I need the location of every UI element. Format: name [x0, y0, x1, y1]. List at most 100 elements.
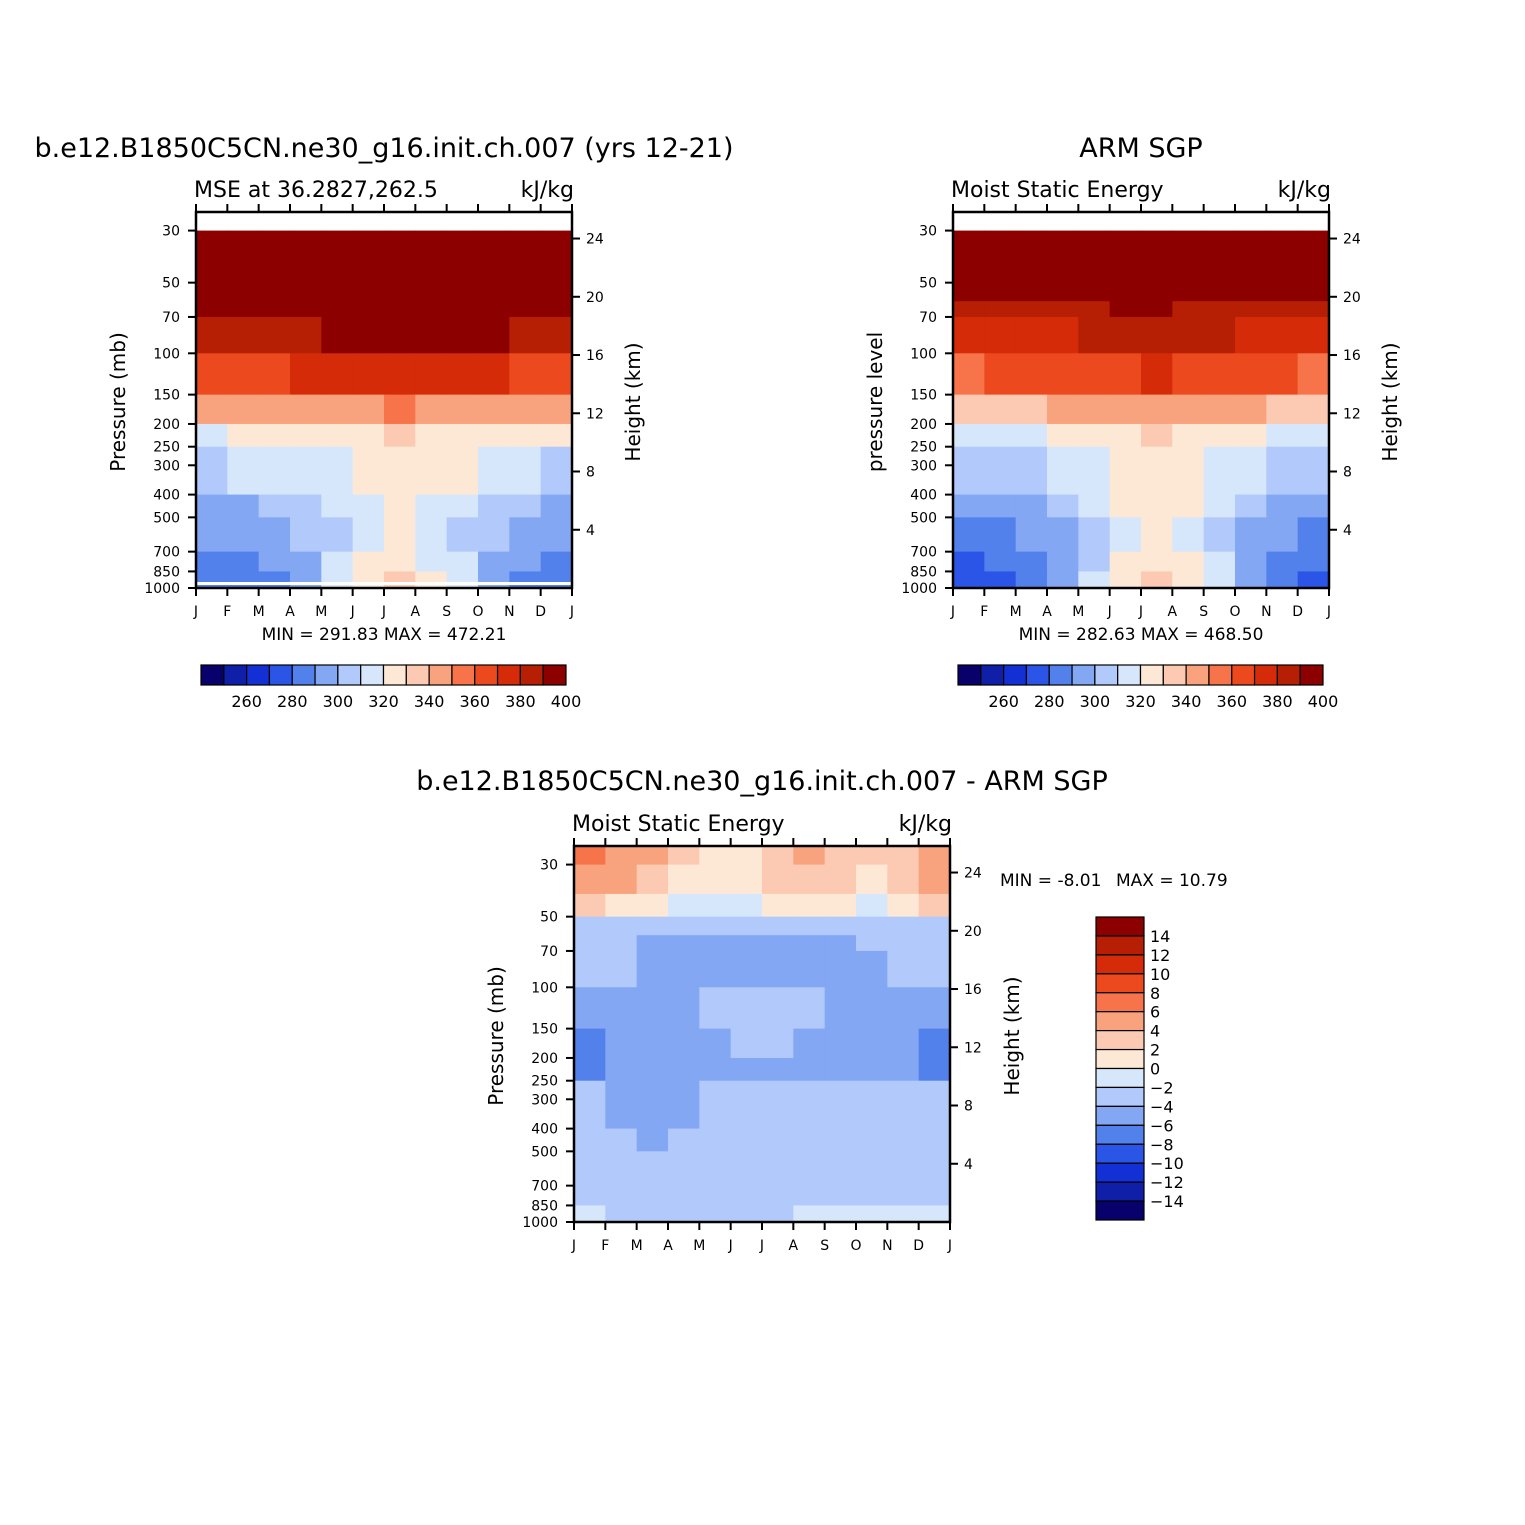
- y-tick-label: 100: [153, 346, 180, 362]
- y-tick-label: 250: [910, 440, 937, 456]
- contour-cell: [887, 935, 920, 952]
- contour-cell: [415, 394, 448, 425]
- contour-cell: [1266, 316, 1299, 354]
- colorbar-label: 6: [1150, 1003, 1160, 1022]
- contour-cell: [668, 846, 700, 866]
- y-axis-label: Pressure (mb): [484, 966, 508, 1106]
- colorbar-box: [246, 664, 271, 686]
- contour-cell: [668, 1057, 700, 1082]
- contour-cell: [793, 1080, 826, 1130]
- colorbar-box: [1185, 664, 1210, 686]
- contour-cell: [824, 950, 857, 988]
- contour-cell: [352, 301, 385, 318]
- x-tick-label: J: [571, 1238, 576, 1254]
- contour-cell: [918, 893, 951, 918]
- contour-cell: [1266, 353, 1299, 396]
- contour-cell: [446, 353, 479, 396]
- contour-cell: [762, 987, 794, 1030]
- contour-cell: [446, 394, 479, 425]
- contour-cell: [290, 571, 322, 589]
- contour-cell: [509, 571, 542, 589]
- y-tick-label: 500: [153, 510, 180, 526]
- contour-cell: [824, 1128, 857, 1152]
- colorbar-box: [291, 664, 316, 686]
- contour-cell: [258, 494, 291, 518]
- y-tick-label: 850: [910, 564, 937, 580]
- contour-cell: [1141, 282, 1173, 302]
- contour-cell: [290, 230, 322, 284]
- contour-cell: [730, 1205, 763, 1223]
- contour-cell: [574, 987, 606, 1030]
- contour-cell: [918, 950, 951, 988]
- y-tick-label: 850: [153, 564, 180, 580]
- contour-cell: [1297, 551, 1330, 573]
- contour-cell: [258, 446, 291, 496]
- y-tick-label-right: 12: [1343, 406, 1361, 422]
- contour-cell: [352, 282, 385, 302]
- units-label: kJ/kg: [521, 178, 574, 203]
- contour-cell: [1015, 494, 1048, 518]
- contour-cell: [321, 517, 354, 553]
- colorbar-box: [360, 664, 385, 686]
- y-tick-label: 50: [540, 910, 558, 926]
- contour-cell: [887, 1128, 920, 1152]
- contour-cell: [856, 1151, 888, 1187]
- contour-cell: [1266, 230, 1299, 284]
- contour-cell: [1203, 551, 1236, 573]
- contour-cell: [984, 551, 1017, 573]
- x-tick-label: J: [1138, 604, 1143, 620]
- contour-cell: [258, 230, 291, 284]
- colorbar-box: [980, 664, 1005, 686]
- contour-cell: [258, 353, 291, 396]
- x-tick-label: O: [1229, 604, 1240, 620]
- contour-cell: [352, 517, 385, 553]
- y-axis-label-right: Height (km): [621, 342, 645, 461]
- contour-cell: [258, 551, 291, 573]
- contour-cell: [540, 353, 573, 396]
- contour-cell: [509, 394, 542, 425]
- contour-cell: [384, 423, 416, 448]
- contour-cell: [1109, 494, 1142, 518]
- contour-cell: [1297, 316, 1330, 354]
- contour-cell: [1141, 230, 1173, 284]
- contour-cell: [699, 1028, 732, 1059]
- contour-cell: [1235, 394, 1267, 425]
- contour-cell: [478, 282, 510, 302]
- contour-cell: [1047, 230, 1079, 284]
- contour-cell: [1172, 571, 1205, 589]
- x-tick-label: F: [601, 1238, 609, 1254]
- contour-cell: [730, 916, 763, 936]
- contour-cell: [730, 864, 763, 895]
- contour-cell: [509, 282, 542, 302]
- colorbar: 260 280 300 320 340 360 380 400: [200, 664, 581, 711]
- x-tick-label: F: [223, 604, 231, 620]
- contour-cell: [478, 446, 510, 496]
- contour-cell: [824, 1028, 857, 1059]
- contour-cell: [699, 1128, 732, 1152]
- colorbar-label: 300: [1080, 692, 1111, 711]
- contour-cell: [384, 301, 416, 318]
- x-tick-label: S: [442, 604, 451, 620]
- contour-cell: [1235, 571, 1267, 589]
- contour-cell: [762, 1128, 794, 1152]
- contour-cell: [1141, 316, 1173, 354]
- contour-cell: [509, 353, 542, 396]
- contour-cell: [636, 1151, 669, 1187]
- y-tick-label-right: 12: [586, 406, 604, 422]
- contour-cell: [1235, 301, 1267, 318]
- contour-cell: [1047, 446, 1079, 496]
- contour-cell: [509, 230, 542, 284]
- contour-cell: [509, 517, 542, 553]
- y-tick-label-right: 12: [964, 1040, 982, 1056]
- colorbar-box: [1095, 1124, 1145, 1145]
- contour-cell: [1297, 394, 1330, 425]
- contour-cell: [415, 446, 448, 496]
- y-tick-label: 850: [531, 1198, 558, 1214]
- y-tick-label: 100: [910, 346, 937, 362]
- contour-cell: [290, 282, 322, 302]
- contour-cell: [1203, 571, 1236, 589]
- contour-cell: [446, 517, 479, 553]
- x-tick-label: N: [504, 604, 514, 620]
- contour-cell: [668, 950, 700, 988]
- x-tick-label: D: [913, 1238, 924, 1254]
